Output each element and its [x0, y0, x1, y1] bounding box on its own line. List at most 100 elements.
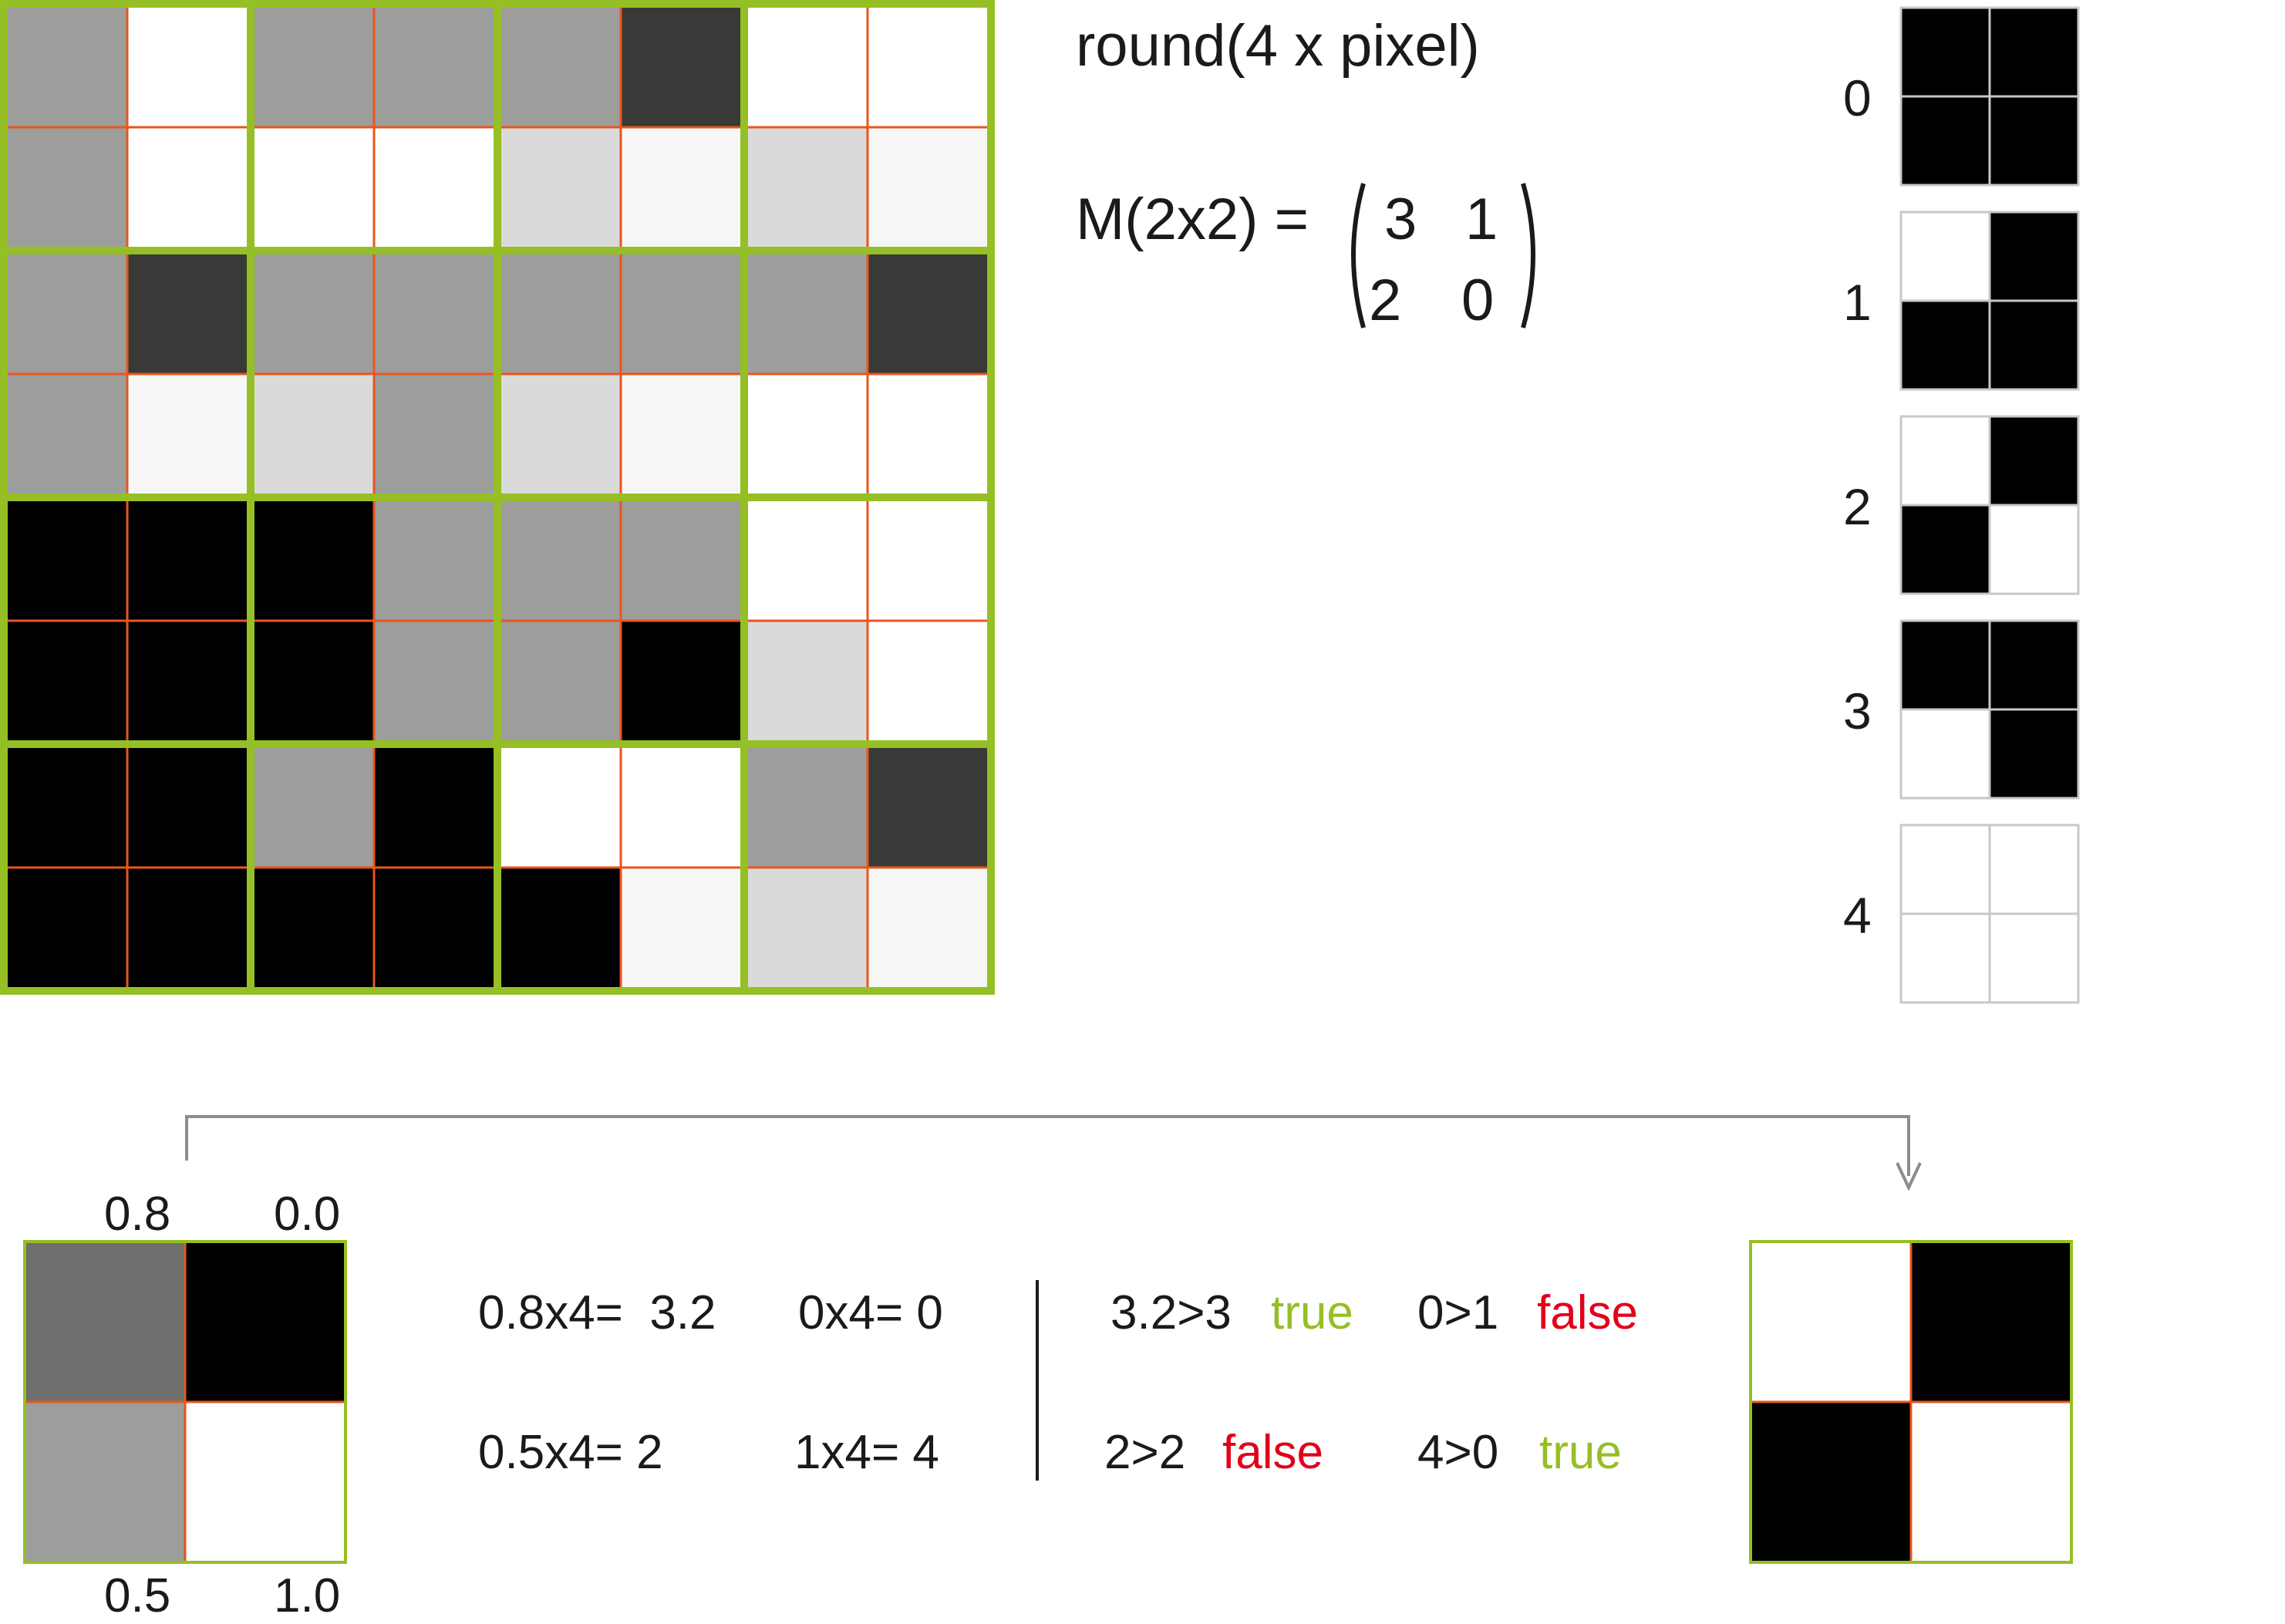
pixel-cell — [251, 251, 374, 374]
input-value-tl: 0.8 — [104, 1188, 170, 1241]
pattern-label: 2 — [1843, 478, 1872, 535]
pixel-cell — [497, 251, 621, 374]
pattern-0: 0 — [1843, 6, 2080, 187]
pixel-cell — [374, 374, 497, 497]
pixel-cell — [497, 744, 621, 868]
pixel-cell — [868, 4, 991, 127]
pixel-cell — [497, 374, 621, 497]
pattern-4: 4 — [1843, 824, 2080, 1004]
compare-4-expr: 4>0 — [1417, 1426, 1498, 1479]
pattern-border — [1899, 211, 2080, 391]
pixel-cell — [374, 621, 497, 744]
matrix-left-bracket — [1351, 183, 1366, 329]
pixel-cell — [4, 4, 127, 127]
pattern-cell — [1990, 825, 2078, 914]
matrix-brackets — [1351, 183, 1535, 329]
pixel-cell — [621, 868, 744, 991]
connector-arrow — [185, 1115, 1922, 1191]
pixel-cell — [251, 127, 374, 251]
pixel-cell — [621, 4, 744, 127]
pattern-cell — [1901, 96, 1990, 185]
pixel-cell — [4, 497, 127, 621]
pattern-cell — [1901, 709, 1990, 798]
compare-3-expr: 2>2 — [1104, 1426, 1185, 1479]
pixel-cell — [868, 497, 991, 621]
pattern-cell — [1901, 212, 1990, 301]
pixel-cell — [4, 621, 127, 744]
pixel-cell — [497, 497, 621, 621]
pattern-cell — [1990, 212, 2078, 301]
pixel-cell — [497, 127, 621, 251]
pattern-cell — [1901, 914, 1990, 1002]
matrix-entry-r1c2: 1 — [1465, 187, 1498, 252]
threshold-patterns: 0 1 2 3 4 — [1843, 6, 2080, 1004]
pattern-border — [1899, 824, 2080, 1004]
pixel-cell — [621, 251, 744, 374]
pixel-cell — [744, 621, 868, 744]
pixel-cell — [251, 744, 374, 868]
calc-r1a: 0.8x4= 3.2 — [478, 1286, 716, 1339]
pixel-cell — [621, 744, 744, 868]
pixel-cell — [251, 4, 374, 127]
pixel-cell — [4, 127, 127, 251]
pattern-cell — [1901, 301, 1990, 389]
pixel-cell — [744, 497, 868, 621]
pattern-label: 0 — [1843, 69, 1872, 126]
pixel-cell — [127, 374, 251, 497]
pattern-cell — [1901, 505, 1990, 594]
pixel-cell — [621, 127, 744, 251]
pattern-border — [1899, 619, 2080, 800]
compare-2-expr: 0>1 — [1417, 1286, 1498, 1339]
pattern-cell — [1901, 621, 1990, 709]
pixel-cell — [497, 868, 621, 991]
pixel-cell — [744, 868, 868, 991]
pixel-cell — [127, 127, 251, 251]
connector-line — [185, 1115, 1910, 1176]
compare-2-result: false — [1537, 1286, 1638, 1339]
calc-r2a: 0.5x4= 2 — [478, 1426, 663, 1479]
output-cell — [1911, 1402, 2071, 1562]
matrix-right-bracket — [1521, 183, 1535, 329]
pixel-cell — [374, 497, 497, 621]
pixel-cell — [251, 868, 374, 991]
round-formula: round(4 x pixel) — [1076, 13, 1480, 79]
pixel-cell — [374, 744, 497, 868]
pixel-cell — [868, 251, 991, 374]
pattern-label: 1 — [1843, 274, 1872, 331]
pattern-2: 2 — [1843, 415, 2080, 595]
matrix-label: M(2x2) = — [1076, 187, 1309, 252]
pixel-cell — [127, 4, 251, 127]
pixel-cell — [868, 744, 991, 868]
pixel-cell — [744, 127, 868, 251]
example-input-block — [23, 1240, 347, 1564]
pattern-cell — [1990, 8, 2078, 96]
pixel-cell — [4, 374, 127, 497]
pattern-cell — [1901, 8, 1990, 96]
output-border — [1749, 1240, 2073, 1564]
pattern-cell — [1901, 416, 1990, 505]
pattern-1: 1 — [1843, 211, 2080, 391]
pixel-cell — [251, 374, 374, 497]
output-cell — [1751, 1242, 1911, 1402]
input-value-bl: 0.5 — [104, 1569, 170, 1622]
pixel-cell — [374, 868, 497, 991]
input-value-br: 1.0 — [274, 1569, 340, 1622]
output-cell — [1911, 1242, 2071, 1402]
pixel-cell — [868, 868, 991, 991]
pixel-cell — [127, 868, 251, 991]
pixel-cell — [744, 4, 868, 127]
pixel-cell — [4, 251, 127, 374]
calc-r2b: 1x4= 4 — [794, 1426, 939, 1479]
input-value-tr: 0.0 — [274, 1188, 340, 1241]
matrix-entry-r1c1: 3 — [1384, 187, 1417, 252]
pattern-border — [1899, 6, 2080, 187]
pattern-cell — [1990, 96, 2078, 185]
pixel-cell — [621, 621, 744, 744]
calc-r1b: 0x4= 0 — [798, 1286, 943, 1339]
matrix-entry-r2c2: 0 — [1461, 268, 1494, 333]
compare-4-result: true — [1539, 1426, 1622, 1479]
pixel-cell — [374, 4, 497, 127]
pattern-cell — [1990, 621, 2078, 709]
pixel-cell — [251, 621, 374, 744]
